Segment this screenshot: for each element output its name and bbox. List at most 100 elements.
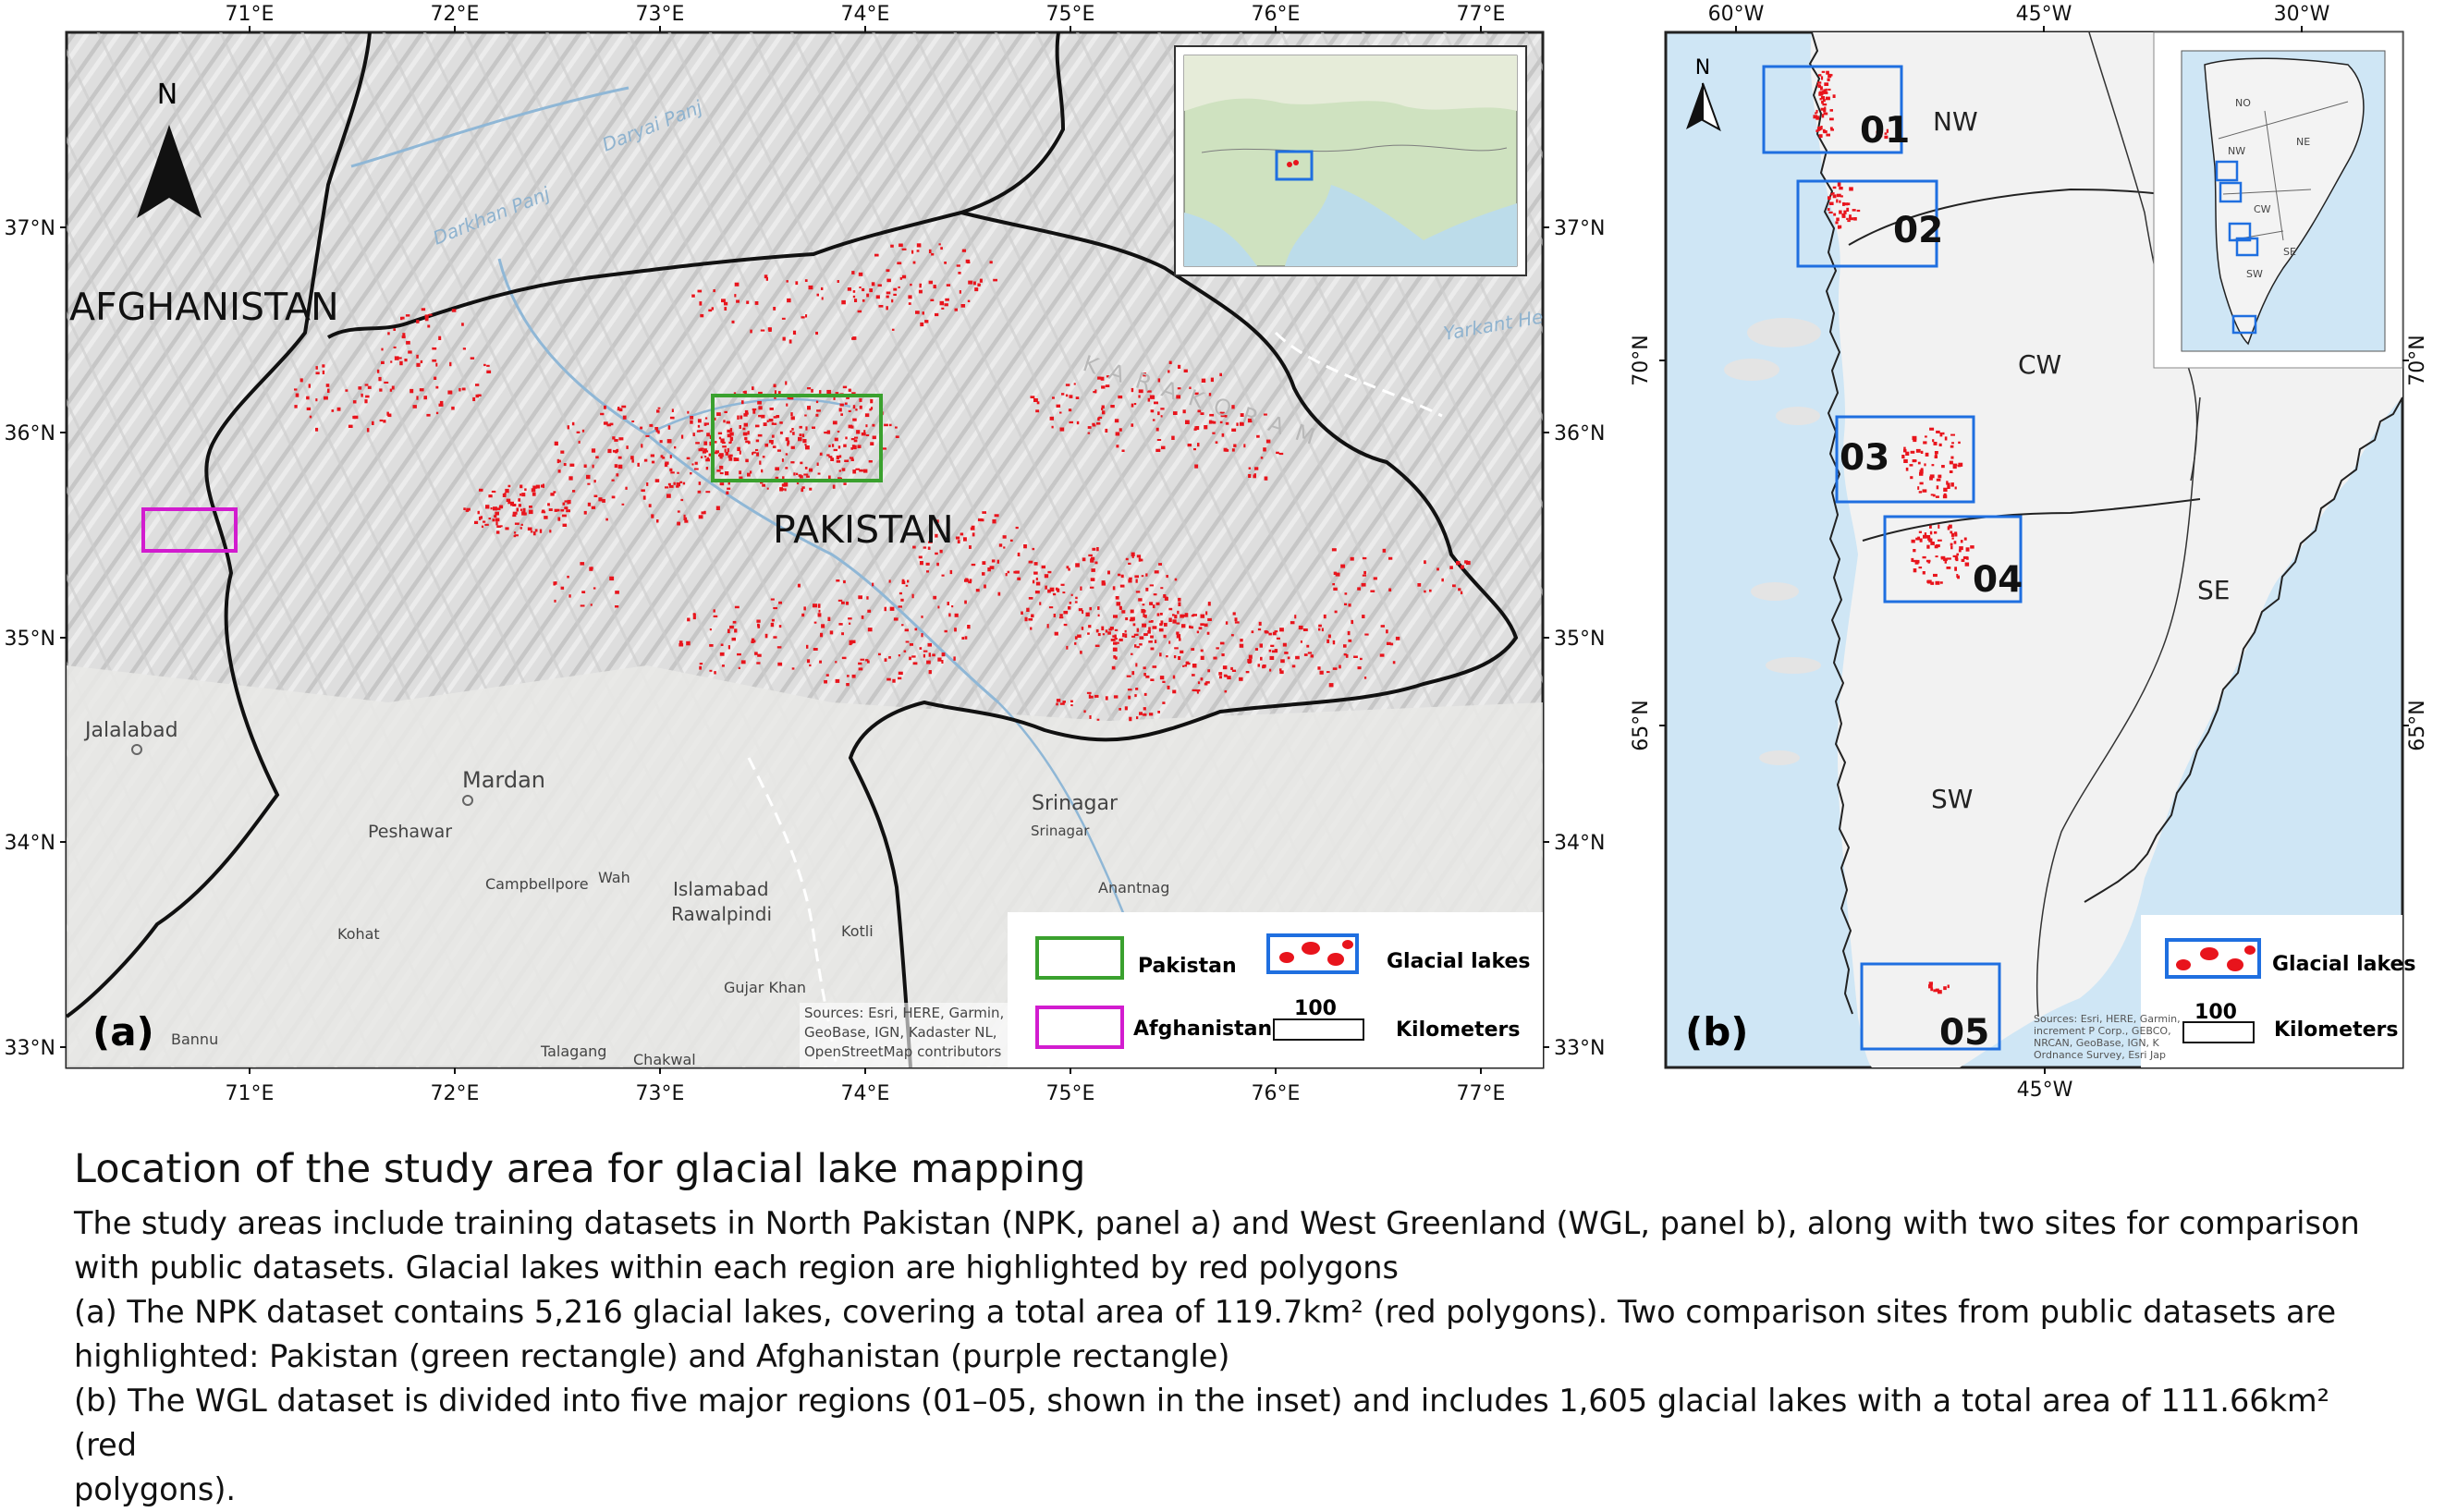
glacial-lake — [1173, 655, 1177, 659]
glacial-lake — [773, 307, 776, 311]
glacial-lake — [744, 436, 748, 441]
glacial-lake — [1062, 591, 1066, 594]
glacial-lake — [1947, 482, 1950, 487]
glacial-lake — [1828, 196, 1831, 201]
glacial-lake — [1151, 620, 1154, 622]
glacial-lake — [1956, 553, 1959, 556]
glacial-lake — [890, 244, 894, 248]
glacial-lake — [910, 283, 912, 287]
glacial-lake — [901, 248, 907, 250]
glacial-lake — [424, 314, 429, 319]
tick-label-left: 35°N — [5, 628, 55, 651]
glacial-lake — [1030, 627, 1033, 630]
glacial-lake — [1268, 632, 1272, 636]
glacial-lake — [1070, 593, 1073, 596]
glacial-lake — [384, 381, 389, 384]
glacial-lake — [1184, 665, 1187, 667]
glacial-lake — [580, 604, 585, 607]
glacial-lake — [1815, 109, 1818, 114]
glacial-lake — [789, 396, 794, 400]
glacial-lake — [667, 482, 671, 486]
glacial-lake — [785, 453, 789, 456]
glacial-lake — [734, 605, 740, 609]
glacial-lake — [1348, 604, 1351, 607]
glacial-lake — [1824, 82, 1829, 86]
glacial-lake — [562, 502, 566, 506]
glacial-lake — [1096, 718, 1100, 721]
glacial-lake — [1223, 447, 1228, 452]
glacial-lake — [1196, 690, 1199, 694]
glacial-lake — [654, 427, 659, 431]
glacial-lake — [488, 518, 491, 520]
glacial-lake — [1134, 694, 1137, 698]
glacial-lake — [914, 628, 918, 631]
glacial-lake — [1929, 525, 1932, 529]
glacial-lake — [1938, 990, 1942, 994]
glacial-lake — [1239, 677, 1243, 681]
glacial-lake — [1817, 84, 1822, 89]
glacial-lake — [852, 418, 857, 421]
glacial-lake — [749, 470, 752, 474]
glacial-lake — [850, 438, 855, 441]
glacial-lake — [1836, 199, 1839, 203]
glacial-lake — [919, 561, 923, 566]
glacial-lake — [1833, 213, 1837, 216]
glacial-lake — [729, 436, 734, 442]
glacial-lake — [1950, 482, 1954, 487]
glacial-lake — [518, 498, 520, 502]
glacial-lake — [1119, 605, 1122, 610]
glacial-lake — [838, 469, 841, 472]
tick-label-top: 30°W — [2274, 3, 2330, 26]
figure-caption: Location of the study area for glacial l… — [74, 1142, 2385, 1512]
glacial-lake — [798, 436, 802, 442]
glacial-lake — [520, 484, 523, 489]
glacial-lake — [1112, 647, 1118, 652]
glacial-lake — [1192, 664, 1197, 668]
glacial-lake — [835, 392, 839, 396]
glacial-lake — [761, 414, 765, 419]
glacial-lake — [762, 483, 765, 487]
glacial-lake — [683, 517, 688, 520]
glacial-lake — [535, 484, 541, 489]
glacial-lake — [708, 453, 712, 457]
glacial-lake — [713, 609, 715, 613]
caption-line: highlighted: Pakistan (green rectangle) … — [74, 1338, 1230, 1374]
glacial-lake — [816, 409, 821, 412]
glacial-lake — [1113, 615, 1118, 618]
glacial-lake — [941, 307, 945, 310]
glacial-lake — [1097, 606, 1100, 610]
glacial-lake — [939, 549, 943, 554]
glacial-lake — [945, 298, 949, 301]
glacial-lake — [1035, 409, 1040, 413]
glacial-lake — [755, 439, 760, 443]
glacial-lake — [1339, 665, 1341, 669]
glacial-lake — [294, 405, 298, 408]
glacial-lake — [1180, 650, 1184, 653]
glacial-lake — [1156, 439, 1162, 441]
glacial-lake — [507, 484, 511, 488]
glacial-lake — [1121, 449, 1125, 452]
inset-locator-map-a — [1174, 45, 1527, 276]
glacial-lake — [1429, 589, 1432, 592]
glacial-lake — [1950, 532, 1955, 537]
glacial-lake — [1115, 432, 1120, 436]
glacial-lake — [1160, 415, 1163, 418]
region-box-label: 03 — [1840, 437, 1889, 479]
glacial-lake — [669, 416, 675, 420]
glacial-lake — [752, 386, 754, 391]
glacial-lake — [734, 294, 737, 298]
glacial-lake — [1053, 614, 1056, 617]
glacial-lake — [1162, 701, 1166, 704]
glacial-lake — [1344, 592, 1348, 595]
glacial-lake — [1939, 432, 1943, 437]
glacial-lake — [1168, 640, 1171, 644]
glacial-lake — [958, 272, 961, 274]
glacial-lake — [1327, 634, 1331, 639]
glacial-lake — [1182, 665, 1185, 667]
glacial-lake — [801, 433, 805, 437]
glacial-lake — [676, 485, 679, 488]
glacial-lake — [656, 519, 659, 523]
glacial-lake — [581, 429, 585, 433]
glacial-lake — [1828, 211, 1833, 213]
glacial-lake — [1145, 573, 1148, 577]
